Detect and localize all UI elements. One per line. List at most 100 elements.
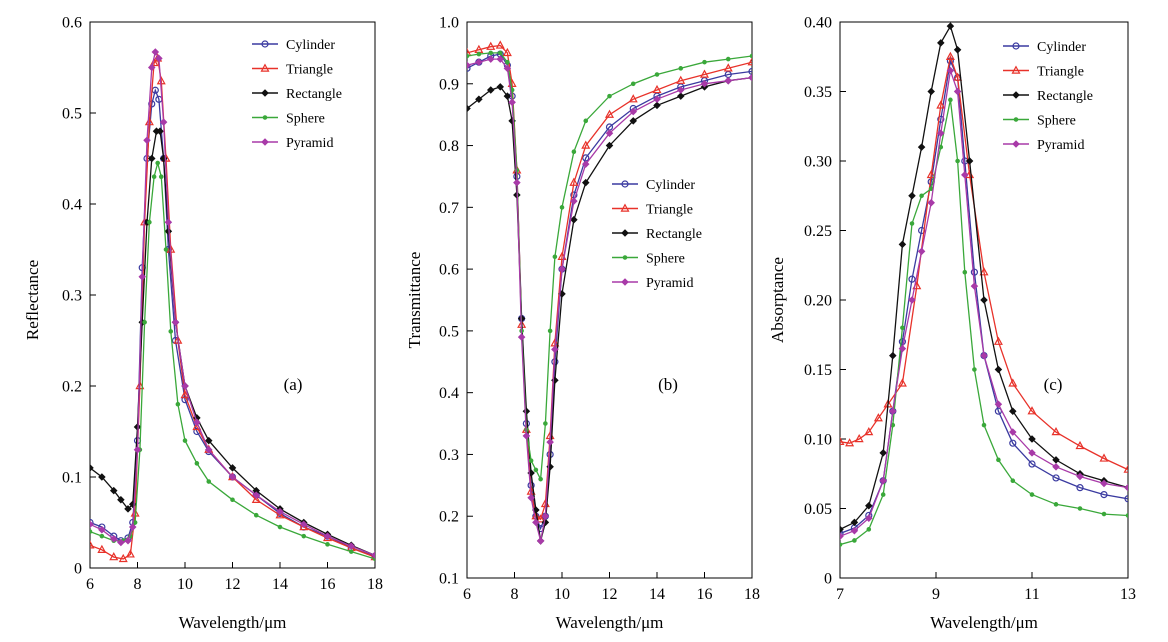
data-point xyxy=(171,318,180,327)
legend-label: Triangle xyxy=(1037,65,1084,80)
data-point xyxy=(1123,464,1128,473)
data-point xyxy=(570,197,578,205)
x-tick-label: 16 xyxy=(320,576,336,593)
data-point xyxy=(301,533,307,539)
data-point xyxy=(486,41,496,50)
data-point xyxy=(953,87,962,96)
data-point xyxy=(927,198,935,207)
data-point xyxy=(97,544,107,554)
data-point xyxy=(953,72,963,81)
data-point xyxy=(117,495,125,504)
data-point xyxy=(522,432,531,440)
data-point xyxy=(702,59,707,65)
y-tick-label: 0.4 xyxy=(62,197,82,214)
data-point xyxy=(676,75,686,84)
data-point xyxy=(536,537,545,545)
y-tick-label: 0.05 xyxy=(804,501,832,518)
data-point xyxy=(299,520,308,529)
data-point xyxy=(467,61,471,70)
data-point xyxy=(230,497,235,503)
data-point xyxy=(909,221,915,226)
series-pyramid xyxy=(467,55,752,545)
data-point xyxy=(180,390,190,399)
data-point xyxy=(866,527,872,532)
data-point xyxy=(889,407,897,415)
data-point xyxy=(604,109,615,118)
series-pyramid xyxy=(840,66,1128,541)
data-point xyxy=(898,344,907,353)
data-point xyxy=(546,438,554,446)
data-point xyxy=(937,115,945,123)
panel-label: (b) xyxy=(658,375,678,394)
series-sphere xyxy=(90,160,375,562)
data-point xyxy=(607,93,612,99)
y-tick-label: 1.0 xyxy=(439,15,459,32)
data-point xyxy=(889,351,897,360)
data-point xyxy=(865,501,873,510)
data-point xyxy=(1029,492,1035,497)
panel-label: (a) xyxy=(284,375,303,394)
data-point xyxy=(571,149,577,155)
data-point xyxy=(583,118,589,124)
data-point xyxy=(1124,495,1128,503)
data-point xyxy=(965,157,974,165)
data-point xyxy=(605,141,614,150)
data-point xyxy=(972,367,977,372)
data-point xyxy=(908,275,916,283)
y-axis-title: Transmittance xyxy=(405,252,424,349)
data-point xyxy=(1028,449,1036,457)
y-tick-label: 0.7 xyxy=(439,200,459,217)
data-point xyxy=(164,227,173,236)
series-rectangle xyxy=(467,73,752,545)
data-point xyxy=(1075,440,1085,450)
data-point xyxy=(151,174,157,179)
data-point xyxy=(1009,407,1017,415)
data-point xyxy=(581,140,591,149)
x-axis-title: Wavelength/μm xyxy=(179,613,287,632)
data-point xyxy=(747,57,752,66)
data-point xyxy=(90,464,94,472)
y-tick-label: 0.6 xyxy=(62,15,82,32)
data-point xyxy=(676,92,685,100)
data-point xyxy=(151,48,160,56)
data-point xyxy=(533,467,539,473)
data-point xyxy=(845,438,855,447)
data-point xyxy=(142,320,147,325)
panel-label: (c) xyxy=(1044,375,1063,394)
legend-marker xyxy=(260,63,270,72)
y-tick-label: 0.4 xyxy=(439,385,459,402)
data-point xyxy=(538,476,543,482)
data-point xyxy=(348,549,354,554)
series-sphere xyxy=(840,97,1128,547)
data-point xyxy=(917,247,926,256)
x-tick-label: 10 xyxy=(177,576,193,593)
data-point xyxy=(654,72,660,77)
data-point xyxy=(109,552,119,561)
data-point xyxy=(90,518,94,527)
data-point xyxy=(204,445,213,454)
data-point xyxy=(475,58,483,66)
legend-label: Pyramid xyxy=(1037,138,1084,153)
data-point xyxy=(678,66,684,71)
data-point xyxy=(840,529,844,538)
series-triangle xyxy=(840,51,1128,473)
data-point xyxy=(840,532,844,541)
y-axis-title: Reflectance xyxy=(23,260,42,340)
data-point xyxy=(543,421,548,426)
data-point xyxy=(1028,460,1036,468)
data-point xyxy=(128,523,137,531)
y-tick-label: 0.3 xyxy=(439,447,459,464)
data-point xyxy=(155,54,163,63)
legend-marker xyxy=(261,89,269,97)
legend: Cylinder Triangle Rectangle Sphere Pyramid xyxy=(612,178,702,291)
series-triangle xyxy=(90,53,375,563)
data-point xyxy=(147,154,156,163)
legend-label: Pyramid xyxy=(646,276,693,291)
data-point xyxy=(204,436,213,445)
data-point xyxy=(155,160,160,166)
x-axis-title: Wavelength/μm xyxy=(556,613,664,632)
data-point xyxy=(536,514,546,523)
data-point xyxy=(724,76,733,85)
data-point xyxy=(900,325,905,331)
data-point xyxy=(953,46,962,54)
